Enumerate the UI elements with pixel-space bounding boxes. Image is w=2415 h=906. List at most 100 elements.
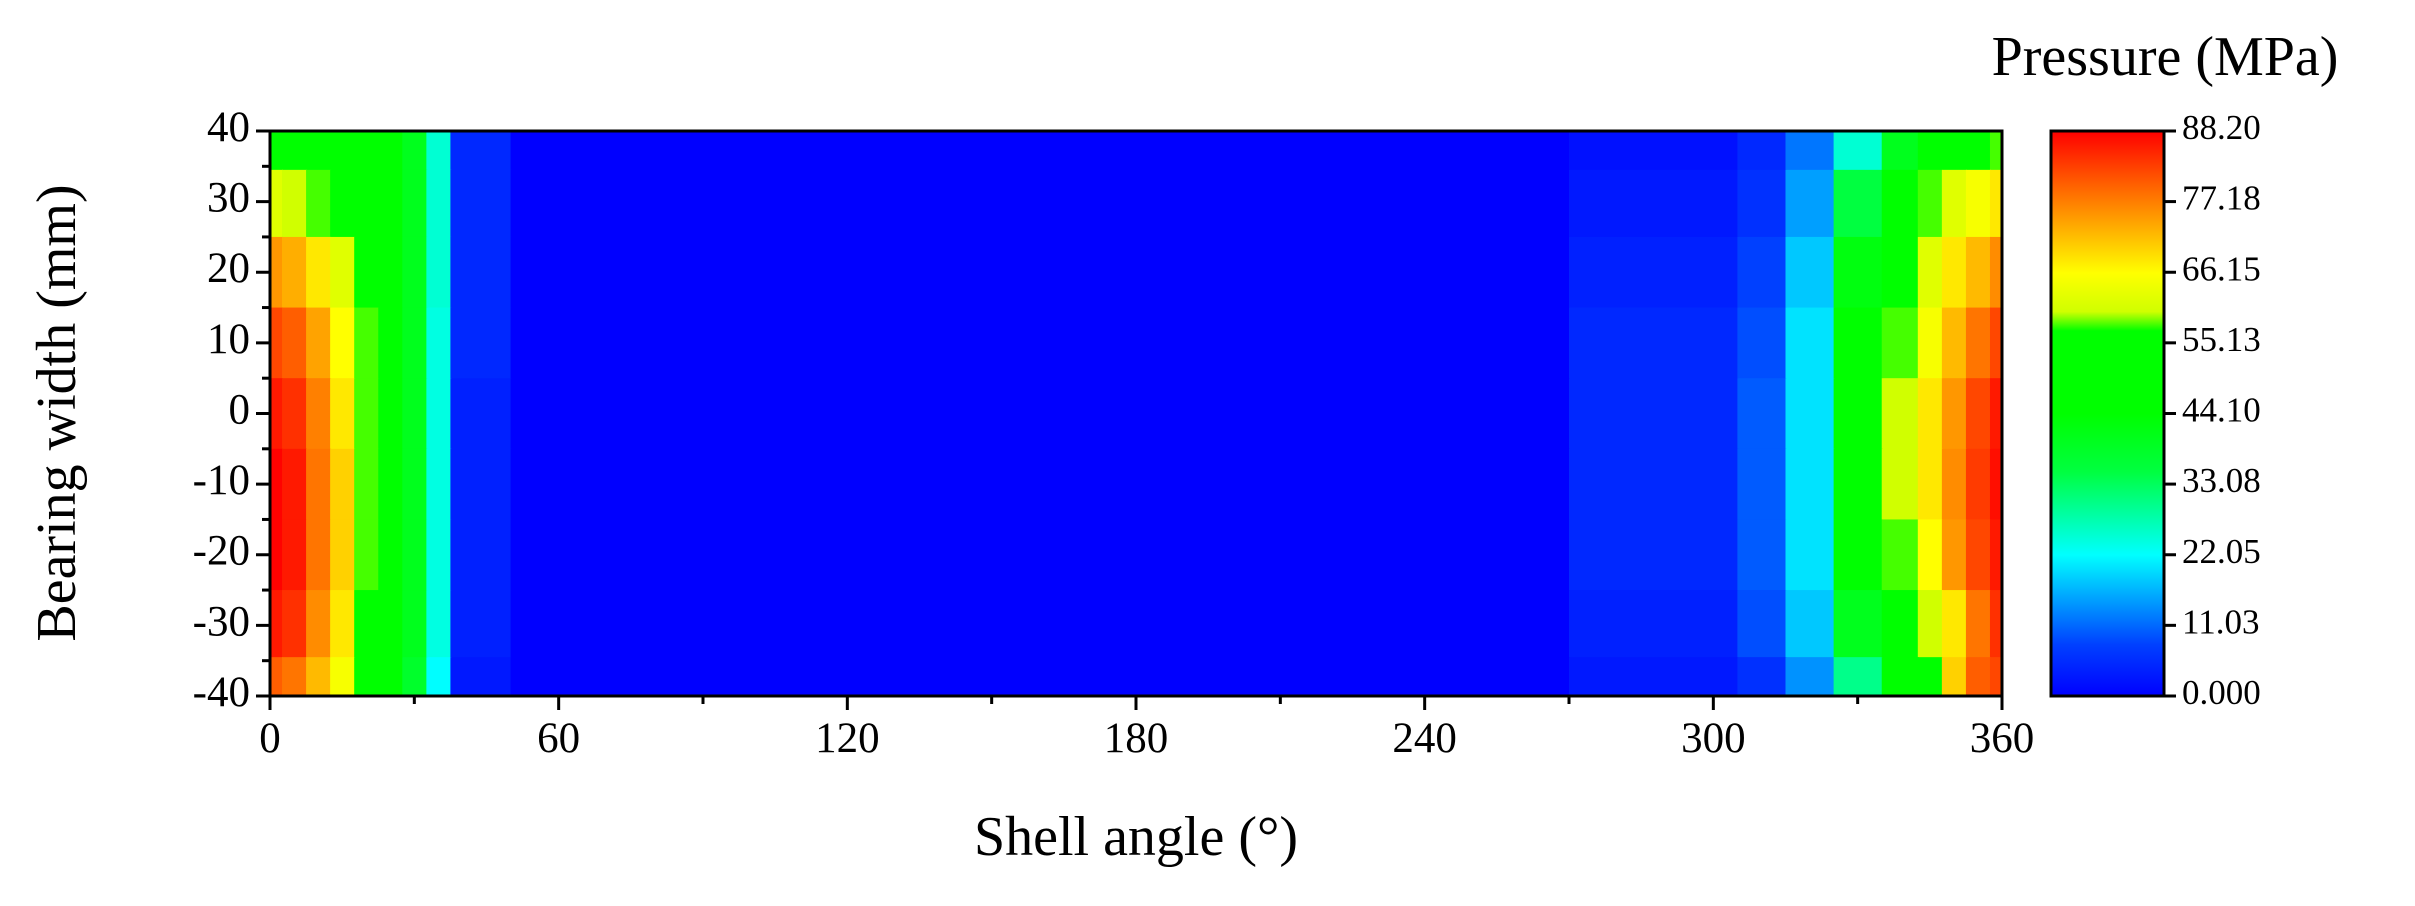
colorbar-tick-label: 11.03 [2182,602,2259,641]
contour-cell [270,131,284,171]
contour-cell [282,378,308,450]
contour-cell [1881,657,1919,696]
contour-cell [450,378,512,450]
contour-cell [270,657,284,696]
contour-cell [1881,448,1919,521]
contour-cell [991,131,1282,171]
contour-cell [426,169,452,238]
contour-cell [450,519,512,592]
contour-cell [1737,657,1787,696]
colorbar-tick-label: 77.18 [2182,179,2261,218]
contour-cell [1280,307,1570,380]
contour-cell [354,519,380,592]
contour-cell [1965,657,1991,696]
y-tick-label: 20 [207,245,250,292]
contour-cell [426,448,452,521]
contour-cell [270,590,284,659]
contour-cell [1737,590,1787,659]
contour-cell [270,448,284,521]
contour-cell [991,169,1282,238]
contour-cell [450,169,512,238]
contour-cell [306,169,332,238]
contour-cell [1569,131,1739,171]
contour-cell [450,307,512,380]
contour-cell [450,448,512,521]
contour-cell [1989,448,2002,521]
contour-cell [1941,169,1967,238]
contour-cell [1785,590,1835,659]
contour-cell [282,448,308,521]
contour-cell [1941,236,1967,309]
contour-cell [270,519,284,592]
contour-cell [1881,307,1919,380]
contour-cell [1917,236,1943,309]
contour-cell [703,131,993,171]
contour-cell [402,236,428,309]
x-axis-label: Shell angle (°) [974,806,1298,868]
contour-cell [1569,307,1739,380]
contour-cell [1965,590,1991,659]
contour-cell [510,169,704,238]
contour-cell [402,169,428,238]
contour-cell [1737,519,1787,592]
contour-cell [426,590,452,659]
contour-cell [1881,131,1919,171]
contour-cell [991,590,1282,659]
contour-cell [1881,519,1919,592]
colorbar-title: Pressure (MPa) [1992,26,2339,88]
contour-cell [378,236,404,309]
colorbar-tick-label: 55.13 [2182,320,2261,359]
contour-cell [1917,307,1943,380]
contour-cell [330,169,356,238]
contour-cell [402,519,428,592]
contour-cell [703,519,993,592]
contour-cell [1881,169,1919,238]
contour-cell [270,236,284,309]
contour-cell [1569,590,1739,659]
y-tick-label: -20 [193,528,250,575]
contour-cell [991,236,1282,309]
contour-cell [330,236,356,309]
contour-cell [354,378,380,450]
y-tick-label: 40 [207,104,250,151]
contour-cell [1941,307,1967,380]
contour-cell [1280,657,1570,696]
contour-cell [1881,236,1919,309]
colorbar-tick-label: 33.08 [2182,461,2261,500]
contour-cell [1989,590,2002,659]
contour-cell [1989,307,2002,380]
contour-cell [991,448,1282,521]
x-tick-label: 0 [259,715,281,762]
y-tick-label: 30 [207,175,250,222]
contour-cell [270,378,284,450]
contour-cell [1833,378,1883,450]
contour-cell [306,590,332,659]
contour-cell [991,657,1282,696]
contour-cell [1917,169,1943,238]
contour-cell [1280,448,1570,521]
contour-cell [282,519,308,592]
contour-cell [354,236,380,309]
contour-field [270,131,2002,696]
contour-cell [306,131,332,171]
contour-cell [1785,519,1835,592]
contour-cell [1737,131,1787,171]
contour-cell [378,657,404,696]
y-axis-label: Bearing width (mm) [26,184,88,641]
contour-cell [1785,131,1835,171]
contour-cell [354,131,380,171]
contour-cell [1737,236,1787,309]
y-tick-label: 10 [207,316,250,363]
colorbar-tick-label: 22.05 [2182,532,2261,571]
contour-cell [1917,131,1943,171]
contour-cell [1280,378,1570,450]
contour-cell [330,307,356,380]
contour-cell [1881,378,1919,450]
contour-cell [510,448,704,521]
contour-cell [510,519,704,592]
contour-cell [1833,236,1883,309]
contour-cell [510,590,704,659]
contour-cell [1785,448,1835,521]
contour-cell [282,307,308,380]
contour-cell [282,657,308,696]
